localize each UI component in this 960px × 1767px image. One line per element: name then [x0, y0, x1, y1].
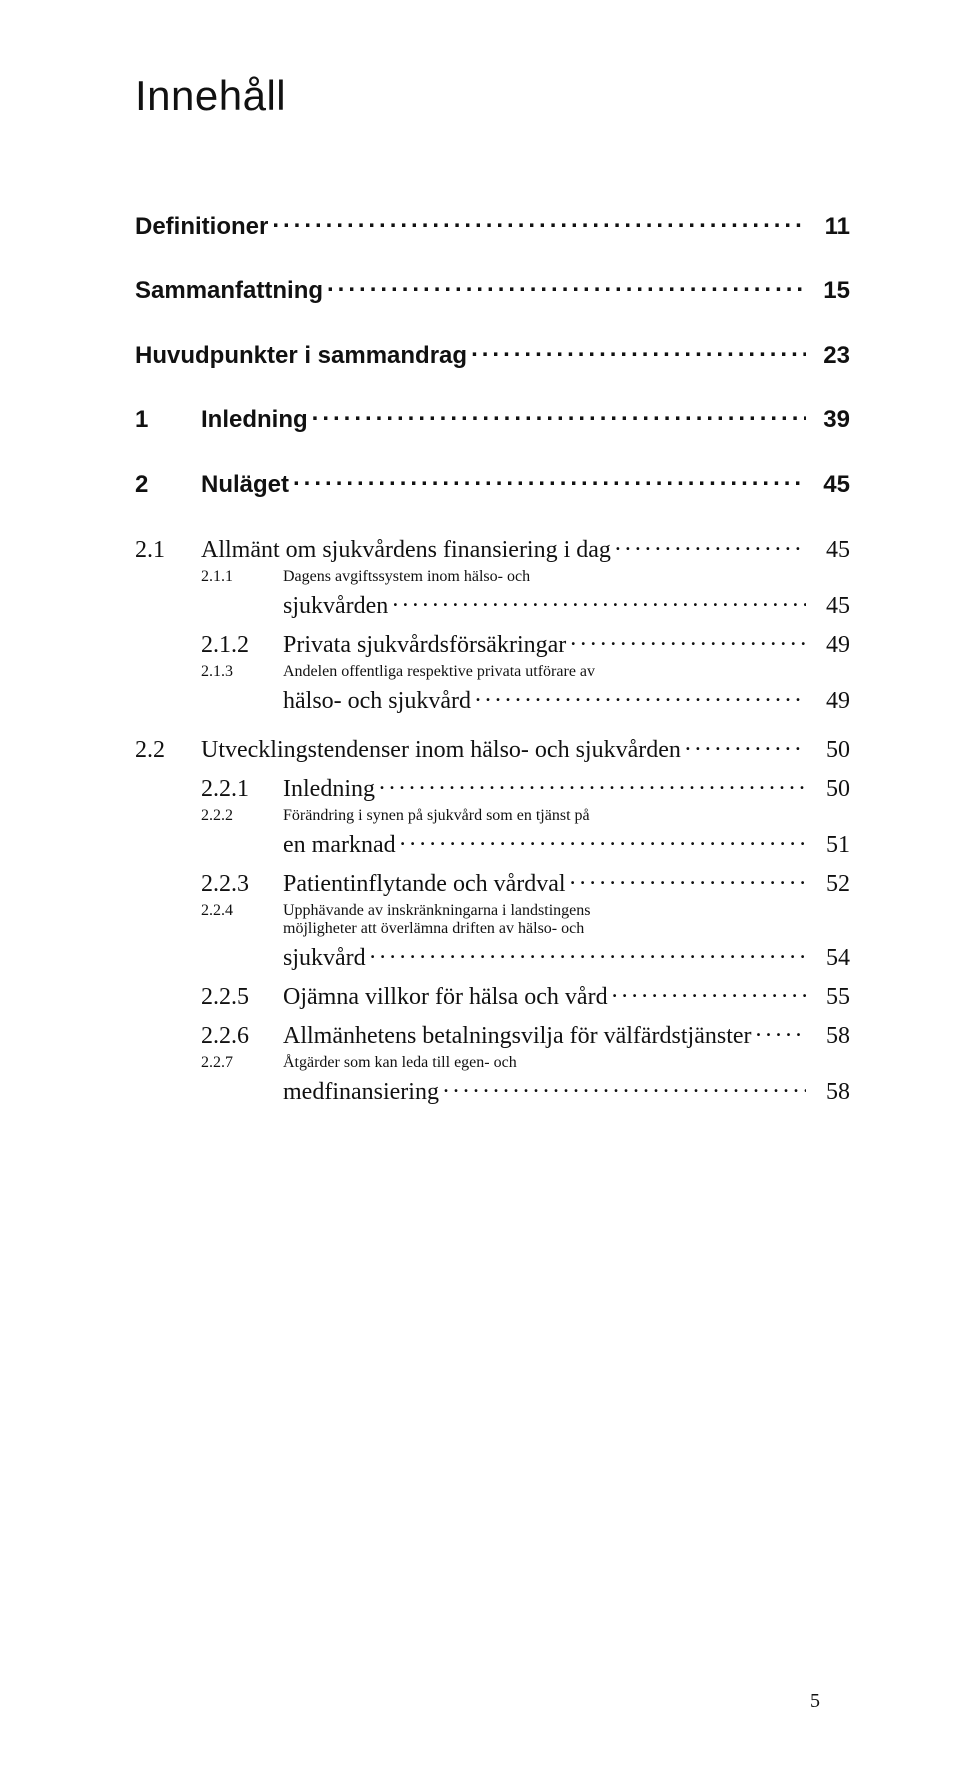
toc-label: Dagens avgiftssystem inom hälso- och [283, 568, 530, 586]
toc-label: Nuläget [201, 471, 289, 499]
toc-label: Allmänt om sjukvårdens finansiering i da… [201, 537, 611, 564]
toc-entry-2-2-4: 2.2.4 Upphävande av inskränkningarna i l… [135, 902, 850, 973]
toc-label: Åtgärder som kan leda till egen- och [283, 1054, 517, 1072]
toc-number: 2.2.7 [201, 1054, 283, 1072]
toc-label: Inledning [283, 776, 375, 803]
dot-leader [570, 863, 806, 891]
toc-entry-2-1: 2.1 Allmänt om sjukvårdens finansiering … [135, 529, 850, 564]
toc-number: 2.2.4 [201, 902, 283, 920]
toc-number: 1 [135, 406, 201, 434]
toc-page-number: 50 [810, 776, 850, 803]
dot-leader [370, 938, 806, 966]
toc-number: 2.2 [135, 737, 201, 764]
toc-label: Utvecklingstendenser inom hälso- och sju… [201, 737, 681, 764]
dot-leader [443, 1072, 806, 1100]
toc-section-2-1: 2.1 Allmänt om sjukvårdens finansiering … [135, 529, 850, 715]
toc-number: 2.2.5 [201, 984, 283, 1011]
toc-page-number: 39 [810, 406, 850, 434]
toc-number: 2.1 [135, 537, 201, 564]
toc-label: Upphävande av inskränkningarna i landsti… [283, 902, 590, 920]
toc-number: 2.1.1 [201, 568, 283, 586]
dot-leader [293, 464, 806, 492]
toc-entry-definitioner: Definitioner 11 [135, 206, 850, 241]
toc-entry-2-1-1: 2.1.1 Dagens avgiftssystem inom hälso- o… [135, 568, 850, 621]
toc-number: 2.1.3 [201, 663, 283, 681]
dot-leader [475, 681, 806, 709]
dot-leader [756, 1015, 806, 1043]
dot-leader [392, 586, 806, 614]
toc-entry-2-2-7: 2.2.7 Åtgärder som kan leda till egen- o… [135, 1054, 850, 1107]
toc-page-number: 49 [810, 688, 850, 715]
dot-leader [685, 729, 806, 757]
toc-number: 2.2.3 [201, 871, 283, 898]
toc-number: 2.1.2 [201, 632, 283, 659]
toc-entry-2-2: 2.2 Utvecklingstendenser inom hälso- och… [135, 729, 850, 764]
toc-label: Allmänhetens betalningsvilja för välfärd… [283, 1023, 752, 1050]
dot-leader [272, 206, 806, 234]
toc-page-number: 55 [810, 984, 850, 1011]
toc-entry-2-2-6: 2.2.6 Allmänhetens betalningsvilja för v… [135, 1015, 850, 1050]
toc-entry-2-2-5: 2.2.5 Ojämna villkor för hälsa och vård … [135, 976, 850, 1011]
dot-leader [379, 768, 806, 796]
page-number: 5 [810, 1690, 820, 1713]
toc-label: en marknad [283, 832, 396, 859]
toc-page-number: 49 [810, 632, 850, 659]
toc-label: medfinansiering [283, 1079, 439, 1106]
toc-number: 2.2.6 [201, 1023, 283, 1050]
toc-entry-2-1-3: 2.1.3 Andelen offentliga respektive priv… [135, 663, 850, 716]
toc-page: Innehåll Definitioner 11 Sammanfattning … [0, 0, 960, 1767]
dot-leader [327, 271, 806, 299]
dot-leader [400, 825, 806, 853]
dot-leader [312, 400, 806, 428]
toc-page-number: 45 [810, 471, 850, 499]
toc-section-2-2: 2.2 Utvecklingstendenser inom hälso- och… [135, 729, 850, 1106]
toc-label: Inledning [201, 406, 308, 434]
toc-label: Ojämna villkor för hälsa och vård [283, 984, 608, 1011]
toc-page-number: 54 [810, 945, 850, 972]
toc-page-number: 11 [810, 213, 850, 241]
toc-number: 2.2.2 [201, 807, 283, 825]
toc-label: sjukvården [283, 593, 388, 620]
dot-leader [471, 335, 806, 363]
toc-number: 2.2.1 [201, 776, 283, 803]
dot-leader [570, 624, 806, 652]
toc-label: Sammanfattning [135, 277, 323, 305]
toc-title: Innehåll [135, 72, 850, 120]
toc-entry-inledning: 1 Inledning 39 [135, 400, 850, 435]
toc-label: Andelen offentliga respektive privata ut… [283, 663, 595, 681]
toc-label: Definitioner [135, 213, 268, 241]
toc-page-number: 45 [810, 593, 850, 620]
toc-entry-2-2-3: 2.2.3 Patientinflytande och vårdval 52 [135, 863, 850, 898]
toc-page-number: 52 [810, 871, 850, 898]
toc-entry-sammanfattning: Sammanfattning 15 [135, 271, 850, 306]
toc-entry-nulaget: 2 Nuläget 45 [135, 464, 850, 499]
dot-leader [612, 976, 806, 1004]
toc-page-number: 15 [810, 277, 850, 305]
toc-page-number: 58 [810, 1023, 850, 1050]
toc-number: 2 [135, 471, 201, 499]
toc-entry-huvudpunkter: Huvudpunkter i sammandrag 23 [135, 335, 850, 370]
toc-label: Förändring i synen på sjukvård som en tj… [283, 807, 590, 825]
toc-label: Huvudpunkter i sammandrag [135, 342, 467, 370]
toc-page-number: 51 [810, 832, 850, 859]
toc-entry-2-2-2: 2.2.2 Förändring i synen på sjukvård som… [135, 807, 850, 860]
toc-page-number: 45 [810, 537, 850, 564]
toc-label: Patientinflytande och vårdval [283, 871, 566, 898]
toc-label: sjukvård [283, 945, 366, 972]
toc-label: hälso- och sjukvård [283, 688, 471, 715]
toc-entry-2-2-1: 2.2.1 Inledning 50 [135, 768, 850, 803]
dot-leader [615, 529, 806, 557]
toc-page-number: 50 [810, 737, 850, 764]
toc-label: Privata sjukvårdsförsäkringar [283, 632, 566, 659]
toc-page-number: 23 [810, 342, 850, 370]
toc-label: möjligheter att överlämna driften av häl… [283, 920, 584, 938]
toc-page-number: 58 [810, 1079, 850, 1106]
toc-entry-2-1-2: 2.1.2 Privata sjukvårdsförsäkringar 49 [135, 624, 850, 659]
